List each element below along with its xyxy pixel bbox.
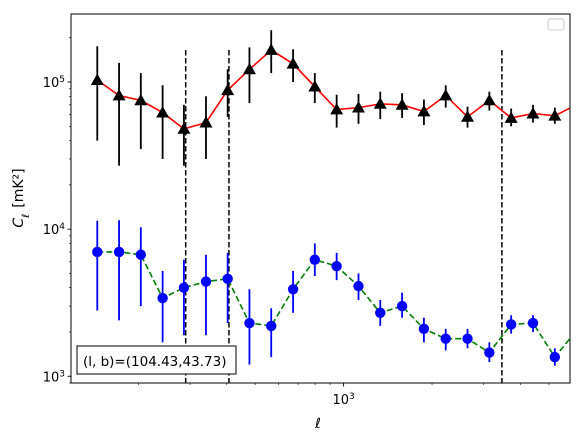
data-point [548,109,562,121]
data-point [484,347,495,358]
data-point [482,93,496,106]
data-point [221,83,235,96]
data-point [395,98,409,110]
data-point [113,246,125,258]
series-layer [90,30,580,366]
series-0 [90,30,580,166]
data-point [266,320,277,332]
data-point [549,351,561,363]
data-point [92,246,103,258]
data-point [526,107,540,119]
annotation-text: (l, b)=(104.43,43.73) [83,354,226,370]
series-line [96,49,570,130]
y-axis-label: Cℓ[mK²] [11,168,32,227]
data-point [178,282,190,293]
data-point [440,333,451,344]
data-point [200,276,212,287]
data-point [222,273,233,284]
vertical-lines [184,50,503,383]
data-point [418,323,430,335]
svg-text:Cℓ[mK²]: Cℓ[mK²] [11,168,32,227]
y-tick-labels: 103 104 105 [43,75,66,385]
data-point [373,97,387,109]
data-point [352,101,366,113]
data-point [112,88,126,101]
axes-frame [70,13,571,384]
data-point [90,73,104,86]
data-point [199,116,213,128]
data-point [177,122,191,134]
data-point [570,98,580,109]
y-tick-label: 104 [43,222,66,238]
data-point [504,111,518,123]
annotation: (l, b)=(104.43,43.73) [76,345,237,375]
data-point [308,80,322,92]
major-ticks [67,81,345,387]
data-point [157,292,168,304]
data-point [330,103,344,115]
data-point [287,284,299,295]
data-point [156,106,170,118]
x-tick-base: 10 [332,393,349,408]
data-point [417,105,431,117]
svg-text:103: 103 [332,392,354,408]
data-point [505,319,517,330]
data-point [286,57,300,69]
data-point [134,93,148,106]
data-point [242,62,256,75]
y-tick-label: 103 [43,369,65,385]
x-tick-label: 103 [332,392,354,408]
data-point [461,110,475,122]
data-point [375,307,386,319]
series-1 [92,220,580,366]
x-axis-label: ℓ [314,416,321,432]
data-point [396,300,408,312]
data-point [439,88,453,101]
data-point [135,249,147,260]
x-tick-exp: 3 [349,392,355,402]
legend-box [547,18,565,31]
data-point [309,254,321,265]
y-tick-label: 105 [43,75,65,91]
data-point [527,317,539,329]
data-point [264,43,278,55]
data-point [353,280,364,292]
data-point [244,317,255,329]
plot-area [90,30,580,383]
data-point [331,260,342,272]
data-point [571,325,580,335]
data-point [462,333,473,344]
